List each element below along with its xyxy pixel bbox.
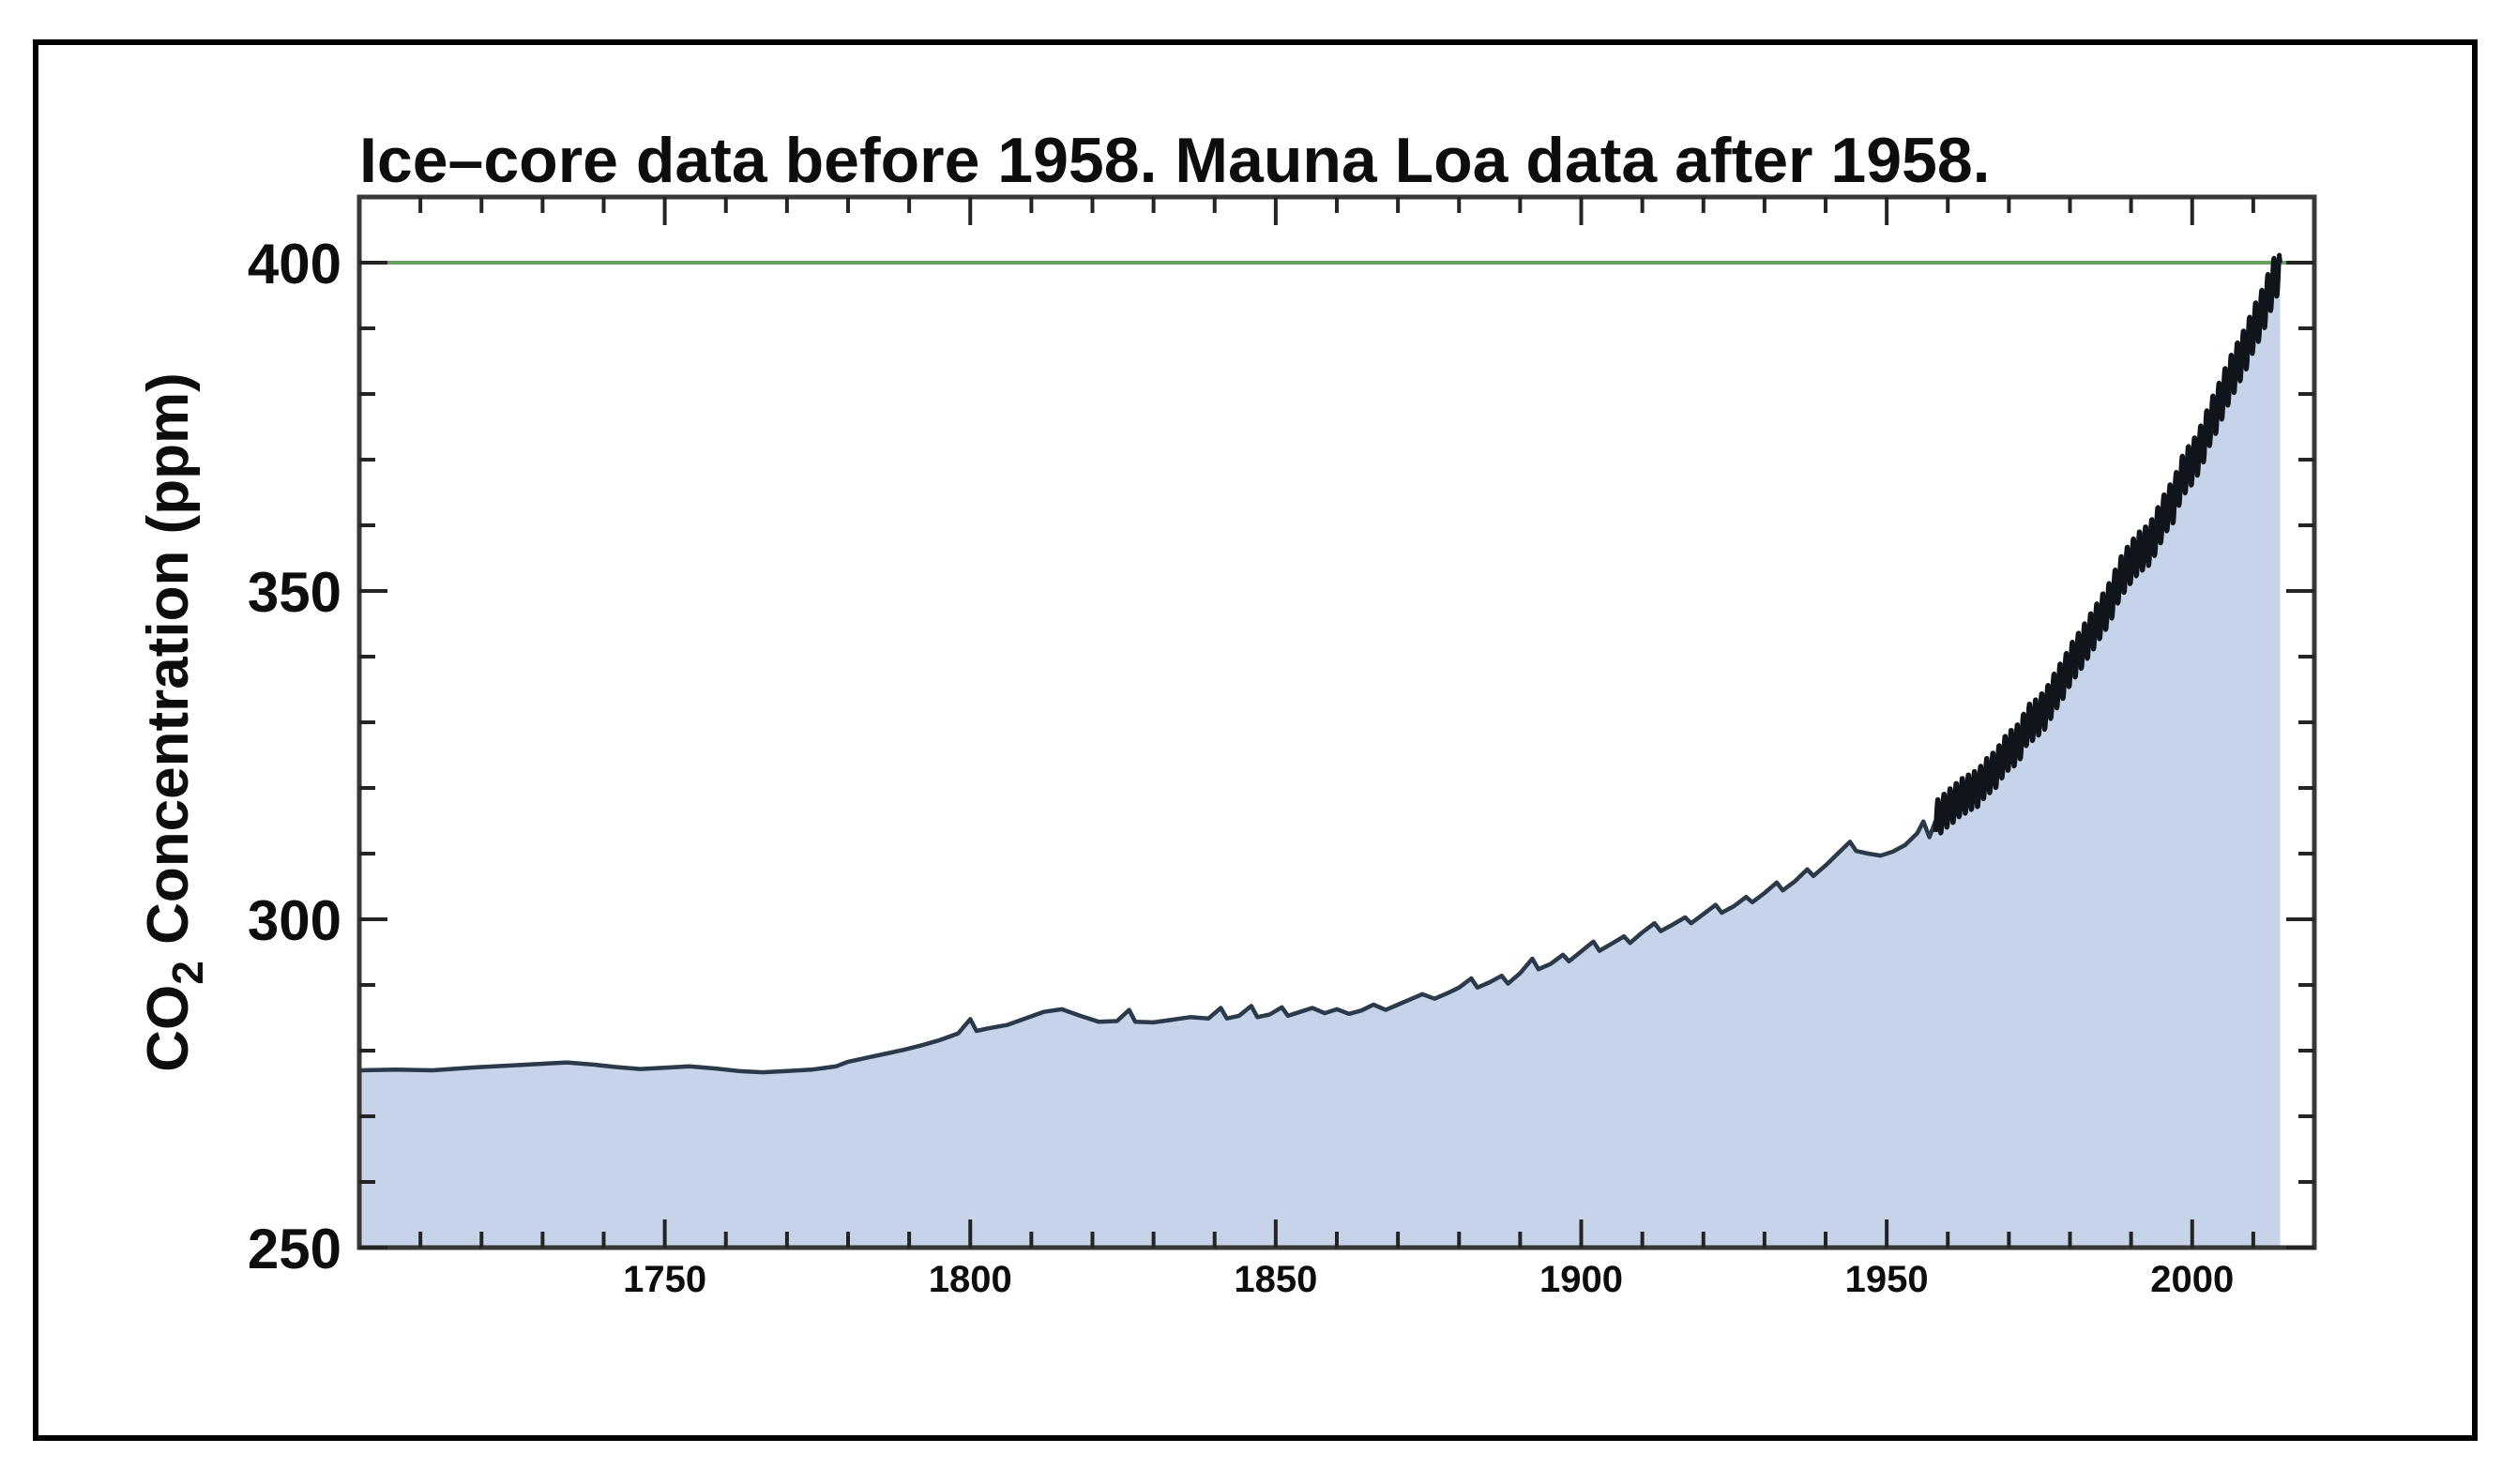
y-tick-label: 400 xyxy=(248,233,341,295)
y-tick-label: 350 xyxy=(248,561,341,624)
mauna-loa-line xyxy=(1933,252,2282,836)
x-tick-label: 1800 xyxy=(929,1259,1012,1300)
y-axis-label: CO2 Concentration (ppm) xyxy=(136,372,212,1071)
co2-area-fill xyxy=(359,255,2281,1249)
x-tick-label: 2000 xyxy=(2150,1259,2234,1300)
plot-area: 1750 1800 1850 1900 1950 2000 250 300 350 400 CO2 … xyxy=(136,194,2317,1300)
x-tick-label: 1750 xyxy=(623,1259,706,1300)
x-tick-label: 1850 xyxy=(1234,1259,1317,1300)
x-tick-label: 1900 xyxy=(1539,1259,1623,1300)
x-tick-label: 1950 xyxy=(1845,1259,1929,1300)
y-tick-label: 250 xyxy=(248,1218,341,1280)
ice-core-line xyxy=(358,819,1938,1075)
y-tick-label: 300 xyxy=(248,889,341,952)
chart-title: Ice–core data before 1958. Mauna Loa dat… xyxy=(359,125,1991,196)
